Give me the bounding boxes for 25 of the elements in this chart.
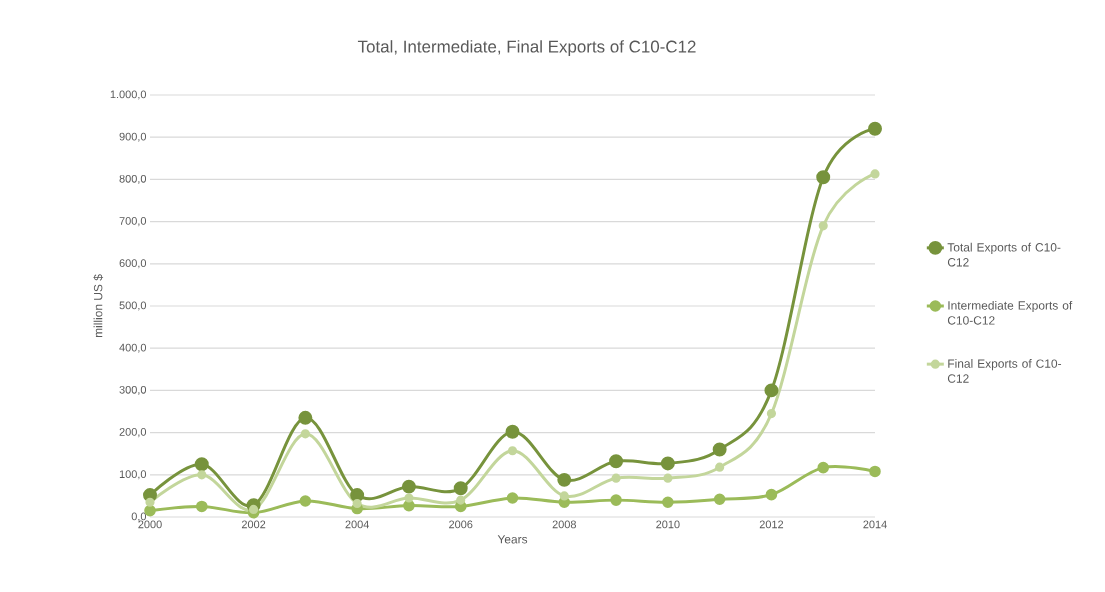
y-tick-label: 500,0 bbox=[119, 301, 147, 311]
legend-label: Total Exports of C10-C12 bbox=[947, 242, 1061, 267]
x-axis-title: Years bbox=[497, 535, 528, 544]
y-tick-label: 600,0 bbox=[119, 259, 147, 269]
x-tick-label: 2012 bbox=[759, 520, 784, 529]
y-tick-label: 700,0 bbox=[119, 217, 147, 227]
chart-title: Total, Intermediate, Final Exports of C10-C12 bbox=[357, 40, 696, 56]
y-axis-title: million US $ bbox=[93, 274, 104, 338]
x-tick-label: 2010 bbox=[656, 520, 680, 529]
y-tick-label: 200,0 bbox=[119, 428, 147, 438]
y-tick-label: 0,0 bbox=[131, 512, 147, 522]
y-tick-label: 900,0 bbox=[119, 132, 147, 142]
x-tick-label: 2006 bbox=[449, 520, 473, 529]
y-tick-label: 800,0 bbox=[119, 174, 147, 184]
y-tick-label: 400,0 bbox=[119, 343, 147, 353]
y-tick-label: 300,0 bbox=[119, 385, 147, 395]
y-tick-label: 1.000,0 bbox=[110, 90, 147, 100]
legend-label: Intermediate Exports of C10-C12 bbox=[947, 300, 1073, 325]
x-tick-label: 2008 bbox=[552, 520, 576, 529]
x-tick-label: 2002 bbox=[241, 520, 266, 529]
x-tick-label: 2004 bbox=[345, 520, 369, 529]
x-tick-label: 2014 bbox=[863, 520, 887, 529]
x-tick-label: 2000 bbox=[138, 520, 162, 529]
y-tick-label: 100,0 bbox=[119, 470, 147, 480]
legend-label: Final Exports of C10-C12 bbox=[947, 359, 1062, 383]
